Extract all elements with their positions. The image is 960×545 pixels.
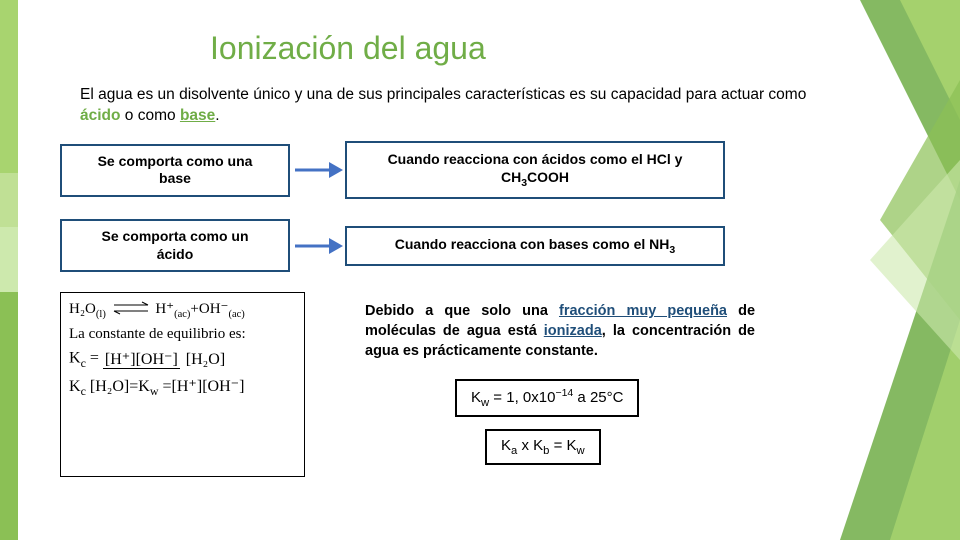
left-line2: base — [159, 170, 191, 186]
eq-hplus: H⁺ — [155, 301, 174, 317]
num-h: H⁺ — [110, 351, 130, 368]
b1-k: K — [471, 389, 481, 406]
p-h1: fracción muy pequeña — [559, 303, 727, 319]
right-column: Debido a que solo una fracción muy peque… — [365, 292, 755, 477]
b1-exp: −14 — [555, 387, 573, 399]
kc-c: c — [81, 356, 86, 370]
eq-phase3: (ac) — [228, 309, 244, 320]
b1-tail: a 25°C — [573, 389, 623, 406]
b1-w: w — [481, 397, 489, 409]
r1-prefix: Cuando reacciona con bases como el NH — [395, 236, 670, 252]
kc-fraction: [H⁺][OH⁻] [H₂O] — [103, 349, 227, 369]
slide-title: Ionización del agua — [210, 30, 810, 67]
b2-w: w — [577, 445, 585, 457]
b2-k1: K — [501, 437, 511, 454]
equilibrium-arrows-icon — [110, 301, 152, 320]
intro-text: El agua es un disolvente único y una de … — [80, 86, 806, 103]
kw-oh: OH⁻ — [208, 378, 240, 395]
row-base: Se comporta como una base Cuando reaccio… — [60, 141, 810, 200]
kw-k2: K — [138, 378, 150, 395]
kw-h2o: H₂O — [95, 378, 124, 395]
eq-h2o: H₂O — [69, 301, 96, 317]
r0-suffix: COOH — [527, 169, 569, 185]
b2-k3: K — [567, 437, 577, 454]
ka-kb-box: Ka x Kb = Kw — [485, 429, 601, 465]
behavior-rows: Se comporta como una base Cuando reaccio… — [60, 141, 810, 273]
kw-h: H⁺ — [177, 378, 197, 395]
eq-phase1: (l) — [96, 309, 106, 320]
p-h2: ionizada — [544, 323, 602, 339]
row-acid: Se comporta como un ácido Cuando reaccio… — [60, 219, 810, 272]
r0-prefix: Cuando reacciona con ácidos como el HCl … — [388, 151, 683, 167]
right-box-acid: Cuando reacciona con bases como el NH3 — [345, 226, 725, 266]
arrow-icon — [290, 234, 345, 258]
kc-k: K — [69, 350, 81, 367]
eq-oh: +OH⁻ — [190, 301, 228, 317]
keyword-base: base — [180, 107, 215, 124]
b2-k2: K — [533, 437, 543, 454]
ionization-paragraph: Debido a que solo una fracción muy peque… — [365, 302, 755, 361]
den-h2o: H₂O — [191, 351, 220, 368]
l1-line1: Se comporta como un — [101, 228, 248, 244]
arrow-icon — [290, 158, 345, 182]
lower-section: H₂O(l) H⁺(ac)+OH⁻(ac) La constante de eq… — [60, 292, 810, 477]
kw-c: c — [81, 385, 86, 399]
left-line1: Se comporta como una — [98, 153, 253, 169]
l1-line2: ácido — [157, 246, 194, 262]
b2-x: x — [517, 437, 533, 454]
kw-w: w — [150, 385, 159, 399]
kc-eq: = — [90, 350, 103, 367]
intro-paragraph: El agua es un disolvente único y una de … — [80, 85, 810, 127]
b2-eq: = — [549, 437, 566, 454]
kw-value-box: Kw = 1, 0x10−14 a 25°C — [455, 379, 639, 417]
left-accent-bar — [0, 0, 18, 540]
left-box-base: Se comporta como una base — [60, 144, 290, 197]
eq-ionization: H₂O(l) H⁺(ac)+OH⁻(ac) — [69, 299, 296, 320]
equations-box: H₂O(l) H⁺(ac)+OH⁻(ac) La constante de eq… — [60, 292, 305, 477]
kw-k1: K — [69, 378, 81, 395]
right-decorative-triangles — [810, 0, 960, 540]
b1-eq: = 1, 0x10 — [489, 389, 555, 406]
num-oh: OH⁻ — [141, 351, 173, 368]
keyword-acid: ácido — [80, 107, 120, 124]
r0-formula: CH — [501, 169, 521, 185]
r1-sub: 3 — [669, 244, 675, 256]
eq-kw: Kc [H₂O]=Kw =[H⁺][OH⁻] — [69, 376, 296, 399]
right-box-base: Cuando reacciona con ácidos como el HCl … — [345, 141, 725, 200]
p-t1: Debido a que solo una — [365, 303, 559, 319]
eq-phase2: (ac) — [174, 309, 190, 320]
left-box-acid: Se comporta como un ácido — [60, 219, 290, 272]
intro-after: . — [215, 107, 219, 124]
eq-const-text: La constante de equilibrio es: — [69, 326, 296, 343]
intro-mid: o como — [120, 107, 179, 124]
eq-kc: Kc = [H⁺][OH⁻] [H₂O] — [69, 349, 296, 371]
